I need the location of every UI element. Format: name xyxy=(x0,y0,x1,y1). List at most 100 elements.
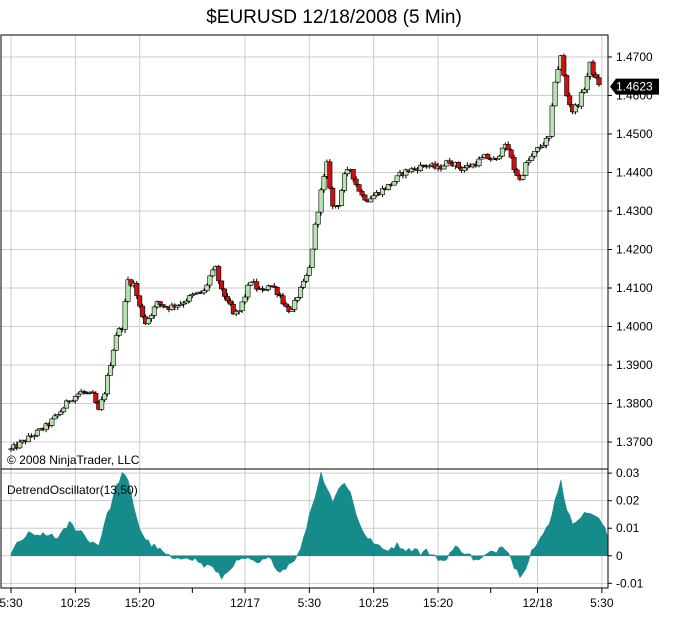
candle-body xyxy=(43,423,49,430)
candle-body xyxy=(479,157,485,160)
candle-body xyxy=(561,55,567,76)
price-grid xyxy=(1,35,608,469)
candle-body xyxy=(90,391,96,394)
candle-body xyxy=(356,184,362,192)
candle-body xyxy=(520,175,526,180)
candle-body xyxy=(230,303,236,315)
candle-body xyxy=(148,315,154,319)
candle-body xyxy=(99,399,105,410)
candle-body xyxy=(189,294,195,296)
candle-body xyxy=(309,248,315,268)
oscillator-area xyxy=(10,471,608,580)
candle-body xyxy=(564,75,570,97)
candle-body xyxy=(26,435,32,443)
candle-body xyxy=(394,175,400,182)
candle-body xyxy=(315,211,321,225)
candle-body xyxy=(330,187,336,207)
price-y-tick-label: 1.4300 xyxy=(616,204,653,218)
candle-body xyxy=(210,269,216,277)
candle-body xyxy=(192,293,198,295)
candle-body xyxy=(584,76,590,91)
candle-body xyxy=(368,198,374,203)
last-price-tag: 1.4623 xyxy=(610,78,659,95)
price-y-tick-label: 1.3800 xyxy=(616,397,653,411)
candle-body xyxy=(353,178,359,185)
candle-body xyxy=(567,95,573,105)
oscillator-title: DetrendOscillator(13,50) xyxy=(7,483,138,497)
x-axis: 5:30 10:25 15:20 12/17 5:30 10:25 15:20 12/18 5:… xyxy=(0,588,614,610)
candle-body xyxy=(204,284,210,291)
candle-body xyxy=(201,290,207,294)
candle-body xyxy=(8,448,14,451)
candle-body xyxy=(186,295,192,302)
oscillator-y-tick-label: 0.01 xyxy=(616,521,640,535)
candle-body xyxy=(529,155,535,161)
candle-body xyxy=(391,181,397,186)
candle-body xyxy=(350,169,356,180)
candle-body xyxy=(75,393,81,397)
x-tick-label: 12/18 xyxy=(522,596,552,610)
candle-body xyxy=(49,418,55,426)
candle-body xyxy=(590,61,596,75)
last-price-tag-bg xyxy=(610,78,659,95)
price-y-tick-label: 1.4700 xyxy=(616,50,653,64)
candle-body xyxy=(409,168,415,173)
price-candles xyxy=(8,53,602,452)
candle-body xyxy=(339,190,345,206)
candle-body xyxy=(549,105,555,137)
candle-body xyxy=(219,280,225,290)
candle-body xyxy=(306,267,312,276)
x-tick-label: 10:25 xyxy=(60,596,90,610)
candle-body xyxy=(496,155,502,160)
candle-body xyxy=(145,318,151,325)
candle-body xyxy=(344,169,350,175)
price-y-tick-label: 1.3900 xyxy=(616,358,653,372)
candle-body xyxy=(242,296,248,303)
x-tick-label: 5:30 xyxy=(0,596,23,610)
candle-body xyxy=(81,390,87,393)
price-y-tick-label: 1.4100 xyxy=(616,281,653,295)
candle-body xyxy=(441,165,447,170)
candle-body xyxy=(555,69,561,83)
oscillator-axis: 0.03 0.02 0.01 0 -0.01 xyxy=(608,466,644,590)
candle-body xyxy=(34,429,40,437)
candle-body xyxy=(222,288,228,297)
candle-body xyxy=(476,158,482,167)
candle-body xyxy=(552,81,558,107)
candle-body xyxy=(461,167,467,171)
candle-body xyxy=(283,303,289,307)
candle-body xyxy=(17,441,23,449)
candle-body xyxy=(379,188,385,196)
x-tick-label: 15:20 xyxy=(423,596,453,610)
candle-body xyxy=(69,400,75,403)
candle-body xyxy=(239,301,245,312)
last-price-label: 1.4623 xyxy=(616,80,653,94)
candle-body xyxy=(417,164,423,171)
candle-body xyxy=(224,296,230,302)
candle-body xyxy=(543,137,549,146)
candle-body xyxy=(295,297,301,301)
candle-body xyxy=(61,407,67,413)
price-y-tick-label: 1.4500 xyxy=(616,127,653,141)
candle-body xyxy=(72,396,78,402)
candle-body xyxy=(140,305,146,318)
candle-body xyxy=(292,300,298,310)
candle-body xyxy=(113,335,119,351)
candle-body xyxy=(581,89,587,93)
candle-body xyxy=(107,365,113,376)
candle-body xyxy=(534,147,540,152)
x-tick-label: 10:25 xyxy=(359,596,389,610)
candle-body xyxy=(245,284,251,298)
candle-body xyxy=(298,286,304,298)
candle-body xyxy=(248,281,254,286)
candle-body xyxy=(596,77,602,85)
candle-body xyxy=(134,282,140,297)
candle-body xyxy=(508,149,514,158)
candle-body xyxy=(312,223,318,250)
candle-body xyxy=(184,300,190,304)
candle-body xyxy=(280,295,286,305)
candle-body xyxy=(157,301,163,305)
candle-body xyxy=(485,154,491,160)
candle-body xyxy=(514,169,520,176)
